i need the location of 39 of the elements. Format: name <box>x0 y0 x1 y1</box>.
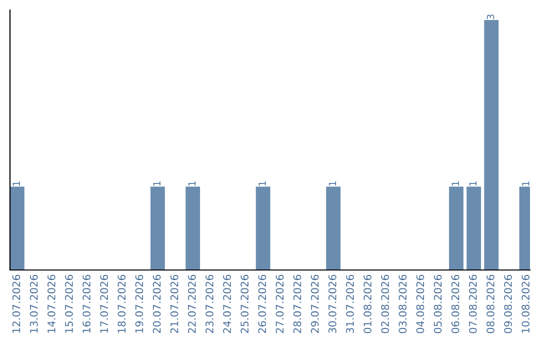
data-label: 1 <box>522 181 530 186</box>
x-tick-label: 07.08.2026 <box>468 274 477 334</box>
data-label: 1 <box>258 181 266 186</box>
data-label: 1 <box>153 181 160 186</box>
x-tick-label: 05.08.2026 <box>434 274 442 334</box>
x-tick-label: 26.07.2026 <box>258 274 266 334</box>
x-tick-label: 29.07.2026 <box>310 274 319 334</box>
x-tick-label: 04.08.2026 <box>416 274 424 334</box>
x-tick-label: 10.08.2026 <box>522 274 530 333</box>
x-tick-label: 22.07.2026 <box>188 274 196 334</box>
x-tick-label: 28.07.2026 <box>293 274 302 334</box>
x-tick-label: 14.07.2026 <box>47 274 56 333</box>
x-tick-label: 23.07.2026 <box>206 274 214 334</box>
x-tick-label: 15.07.2026 <box>65 274 73 333</box>
x-tick-label: 02.08.2026 <box>381 274 390 334</box>
x-tick-label: 17.07.2026 <box>100 274 108 333</box>
x-tick-label: 19.07.2026 <box>135 274 144 333</box>
x-tick-label: 20.07.2026 <box>152 274 161 334</box>
x-tick-label: 31.07.2026 <box>346 274 354 334</box>
data-label: 1 <box>188 181 196 186</box>
x-tick-label: 21.07.2026 <box>170 274 178 334</box>
data-label: 1 <box>328 181 336 186</box>
x-tick-label: 06.08.2026 <box>451 274 460 334</box>
data-label: 1 <box>452 181 459 186</box>
x-tick-label: 27.07.2026 <box>276 274 284 334</box>
x-tick-label: 16.07.2026 <box>82 274 90 333</box>
x-tick-label: 12.07.2026 <box>12 274 20 333</box>
data-label: 1 <box>469 181 476 186</box>
x-tick-label: 03.08.2026 <box>398 274 407 334</box>
x-tick-label: 25.07.2026 <box>240 274 249 334</box>
x-tick-label: 13.07.2026 <box>30 274 38 333</box>
data-label: 3 <box>486 14 494 20</box>
x-tick-label: 09.08.2026 <box>504 274 512 334</box>
x-tick-label: 08.08.2026 <box>486 274 494 334</box>
data-label: 1 <box>12 181 20 186</box>
x-tick-label: 18.07.2026 <box>118 274 126 333</box>
x-tick-label: 30.07.2026 <box>328 274 336 334</box>
x-tick-label: 24.07.2026 <box>223 274 231 334</box>
x-tick-label: 01.08.2026 <box>364 274 372 334</box>
